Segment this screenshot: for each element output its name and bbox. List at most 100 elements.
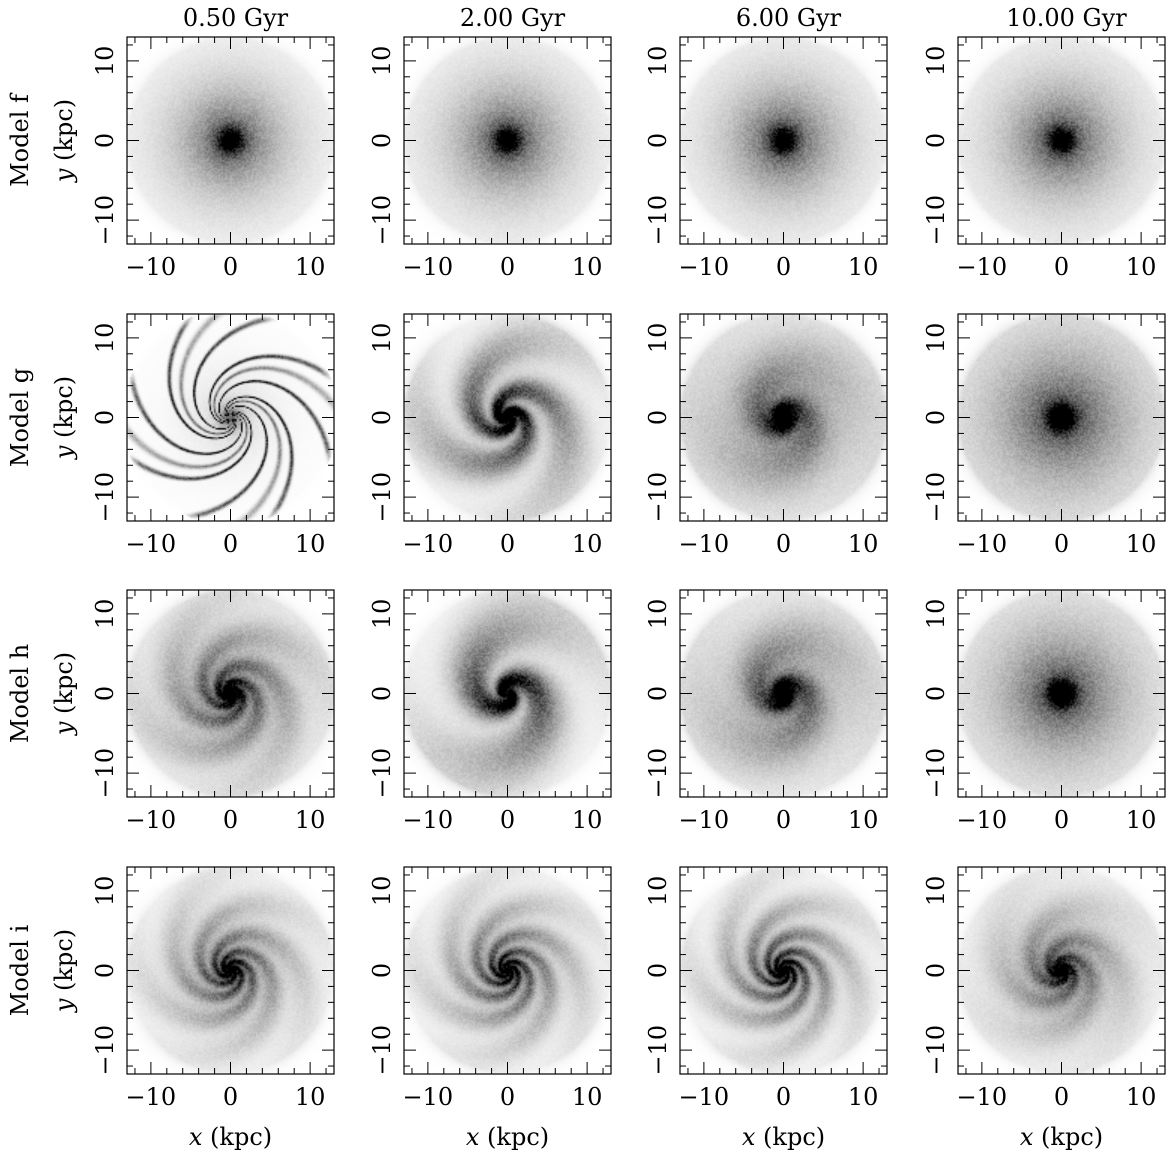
x-tick-label: 10 — [1126, 1083, 1157, 1111]
x-tick-label: −10 — [957, 806, 1008, 834]
x-tick-label: 0 — [1054, 253, 1069, 281]
density-map — [958, 314, 1165, 521]
y-tick-label: −10 — [368, 1025, 396, 1076]
y-tick-label: −10 — [644, 472, 672, 523]
x-tick-label: −10 — [126, 1083, 177, 1111]
x-tick-label: 0 — [223, 806, 238, 834]
x-tick-label: 0 — [776, 806, 791, 834]
density-map — [680, 37, 887, 244]
density-map — [127, 867, 334, 1074]
density-map — [958, 37, 1165, 244]
y-tick-label: 10 — [644, 46, 672, 77]
x-tick-label: 0 — [500, 1083, 515, 1111]
x-tick-label: −10 — [403, 806, 454, 834]
row-label: Model g — [6, 368, 34, 467]
x-axis-label: x (kpc) — [1020, 1123, 1103, 1151]
row-label: Model i — [6, 924, 34, 1016]
panel: −10−10 0 0 10 10 — [368, 589, 612, 834]
y-axis-label: y (kpc) — [50, 99, 78, 183]
x-tick-label: 0 — [500, 530, 515, 558]
x-axis-label: x (kpc) — [189, 1123, 272, 1151]
row-label: Model f — [6, 92, 34, 187]
x-tick-label: 0 — [776, 530, 791, 558]
y-tick-label: −10 — [368, 195, 396, 246]
density-map — [127, 37, 334, 244]
panel: −10−10 0 0 10 10 — [644, 866, 888, 1111]
x-tick-label: −10 — [126, 253, 177, 281]
x-tick-label: 0 — [500, 253, 515, 281]
y-tick-label: 0 — [644, 410, 672, 425]
x-axis-label: x (kpc) — [742, 1123, 825, 1151]
density-map — [404, 314, 611, 521]
x-tick-label: 10 — [848, 530, 879, 558]
density-map — [958, 867, 1165, 1074]
y-tick-label: −10 — [91, 472, 119, 523]
y-tick-label: −10 — [922, 472, 950, 523]
y-tick-label: 10 — [644, 876, 672, 907]
y-tick-label: 10 — [922, 46, 950, 77]
density-map — [958, 590, 1165, 797]
x-tick-label: 10 — [295, 806, 326, 834]
x-tick-label: −10 — [679, 806, 730, 834]
density-map — [680, 867, 887, 1074]
x-tick-label: 10 — [572, 806, 603, 834]
panel: −10−10 0 0 10 10 — [91, 313, 335, 558]
row-label: Model h — [6, 644, 34, 743]
panel: −10−10 0 0 10 10 — [368, 313, 612, 558]
x-tick-label: 10 — [848, 806, 879, 834]
panel: −10−10 0 0 10 10 — [922, 36, 1166, 281]
column-title: 2.00 Gyr — [460, 4, 566, 32]
x-tick-label: 10 — [1126, 253, 1157, 281]
y-tick-label: 0 — [368, 410, 396, 425]
x-tick-label: 10 — [572, 253, 603, 281]
y-tick-label: 10 — [368, 46, 396, 77]
x-tick-label: 0 — [1054, 1083, 1069, 1111]
panel: −10−10 0 0 10 10 — [644, 313, 888, 558]
y-tick-label: 10 — [922, 323, 950, 354]
y-tick-label: −10 — [91, 195, 119, 246]
y-tick-label: −10 — [644, 1025, 672, 1076]
y-tick-label: −10 — [644, 195, 672, 246]
density-map — [404, 867, 611, 1074]
y-tick-label: 10 — [368, 599, 396, 630]
x-tick-label: −10 — [957, 1083, 1008, 1111]
x-tick-label: 0 — [776, 253, 791, 281]
density-map — [127, 314, 334, 521]
x-tick-label: 10 — [1126, 806, 1157, 834]
y-tick-label: 0 — [91, 963, 119, 978]
density-map — [404, 37, 611, 244]
x-tick-label: 0 — [1054, 530, 1069, 558]
x-tick-label: 0 — [223, 530, 238, 558]
y-axis-label: y (kpc) — [50, 929, 78, 1013]
y-tick-label: 0 — [922, 410, 950, 425]
y-tick-label: 10 — [644, 323, 672, 354]
y-tick-label: 0 — [922, 133, 950, 148]
y-tick-label: 10 — [91, 599, 119, 630]
y-tick-label: 0 — [368, 686, 396, 701]
column-title: 6.00 Gyr — [736, 4, 842, 32]
panel: −10−10 0 0 10 10 — [922, 866, 1166, 1111]
x-tick-label: −10 — [126, 806, 177, 834]
y-tick-label: 0 — [644, 133, 672, 148]
x-tick-label: 10 — [1126, 530, 1157, 558]
y-tick-label: 10 — [368, 876, 396, 907]
density-map — [404, 590, 611, 797]
y-tick-label: −10 — [91, 748, 119, 799]
y-tick-label: −10 — [644, 748, 672, 799]
x-tick-label: −10 — [679, 530, 730, 558]
density-map — [127, 590, 334, 797]
panel: −10−10 0 0 10 10 — [368, 36, 612, 281]
y-tick-label: 10 — [922, 599, 950, 630]
x-tick-label: 10 — [572, 1083, 603, 1111]
x-tick-label: 10 — [572, 530, 603, 558]
x-axis-label: x (kpc) — [466, 1123, 549, 1151]
column-title: 10.00 Gyr — [1006, 4, 1127, 32]
x-tick-label: 10 — [295, 253, 326, 281]
y-tick-label: 0 — [368, 133, 396, 148]
x-tick-label: −10 — [957, 530, 1008, 558]
y-tick-label: −10 — [922, 195, 950, 246]
y-tick-label: 10 — [91, 876, 119, 907]
y-tick-label: 0 — [91, 410, 119, 425]
x-tick-label: 0 — [1054, 806, 1069, 834]
panel: −10−10 0 0 10 10 — [644, 36, 888, 281]
